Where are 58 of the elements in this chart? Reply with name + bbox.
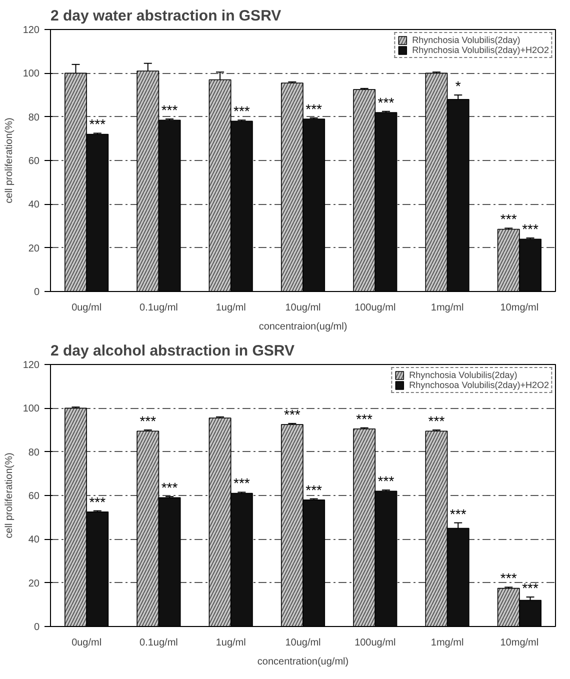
annotation: ***	[450, 506, 467, 522]
x-tick-label: 10ug/ml	[285, 638, 321, 648]
y-tick-label: 0	[34, 287, 40, 298]
x-tick-label: 0.1ug/ml	[140, 638, 178, 648]
annotation: ***	[140, 413, 157, 429]
y-tick-label: 60	[28, 156, 40, 167]
annotation: ***	[234, 103, 250, 120]
legend-label: Rhynchosoa Volubilis(2day)+H2O2	[409, 380, 549, 390]
x-tick-label: 10mg/ml	[500, 638, 539, 648]
x-tick-label: 0ug/ml	[72, 638, 102, 648]
y-tick-label: 0	[34, 622, 40, 633]
x-tick-label: 1mg/ml	[430, 638, 464, 648]
annotation: ***	[89, 116, 106, 132]
annotation: ***	[522, 221, 539, 238]
chart-title: 2 day alcohol abstraction in GSRV	[50, 342, 294, 360]
x-tick-label: 10mg/ml	[500, 302, 539, 314]
annotation: ***	[428, 413, 446, 429]
x-tick-label: 1mg/ml	[430, 302, 464, 314]
y-tick-label: 60	[28, 491, 40, 502]
annotation: ***	[378, 473, 395, 490]
annotation: ***	[378, 94, 395, 110]
x-tick-label: 100ug/ml	[354, 302, 396, 314]
legend-label: Rhynchosia Volubilis(2day)	[409, 370, 518, 380]
y-tick-label: 120	[22, 25, 40, 36]
y-tick-label: 80	[28, 112, 40, 124]
annotation: ***	[522, 580, 539, 596]
annotation: ***	[306, 100, 323, 117]
y-axis-title: cell proliferation(%)	[4, 118, 15, 204]
x-tick-label: 0ug/ml	[72, 302, 102, 314]
y-tick-label: 40	[28, 200, 40, 211]
annotation: ***	[161, 102, 178, 118]
x-axis-title: concentraion(ug/ml)	[258, 322, 348, 332]
annotation: ***	[234, 475, 250, 492]
x-tick-label: 100ug/ml	[354, 638, 396, 648]
annotation: ***	[500, 211, 518, 228]
x-tick-label: 1ug/ml	[216, 638, 246, 648]
legend-label: Rhynchosia Volubilis(2day)	[412, 35, 520, 45]
annotation: *	[455, 78, 462, 94]
chart-title: 2 day water abstraction in GSRV	[50, 8, 282, 24]
x-axis-title: concentration(ug/ml)	[257, 656, 349, 668]
annotation: ***	[306, 482, 323, 498]
x-tick-label: 0.1ug/ml	[140, 302, 178, 314]
annotation: ***	[161, 480, 178, 496]
y-tick-label: 40	[28, 534, 40, 546]
x-tick-label: 10ug/ml	[285, 302, 321, 314]
y-axis-title: cell proliferation(%)	[4, 452, 15, 538]
annotation: ***	[500, 570, 518, 586]
legend-label: Rhynchosia Volubilis(2day)+H2O2	[412, 45, 549, 55]
y-tick-label: 100	[22, 404, 40, 415]
annotation: ***	[284, 406, 301, 422]
y-tick-label: 20	[28, 243, 40, 254]
y-tick-label: 120	[22, 360, 40, 371]
x-tick-label: 1ug/ml	[216, 302, 246, 314]
y-tick-label: 100	[22, 68, 40, 80]
y-tick-label: 20	[28, 578, 40, 590]
annotation: ***	[89, 494, 106, 510]
y-tick-label: 80	[28, 447, 40, 458]
annotation: ***	[356, 410, 374, 427]
